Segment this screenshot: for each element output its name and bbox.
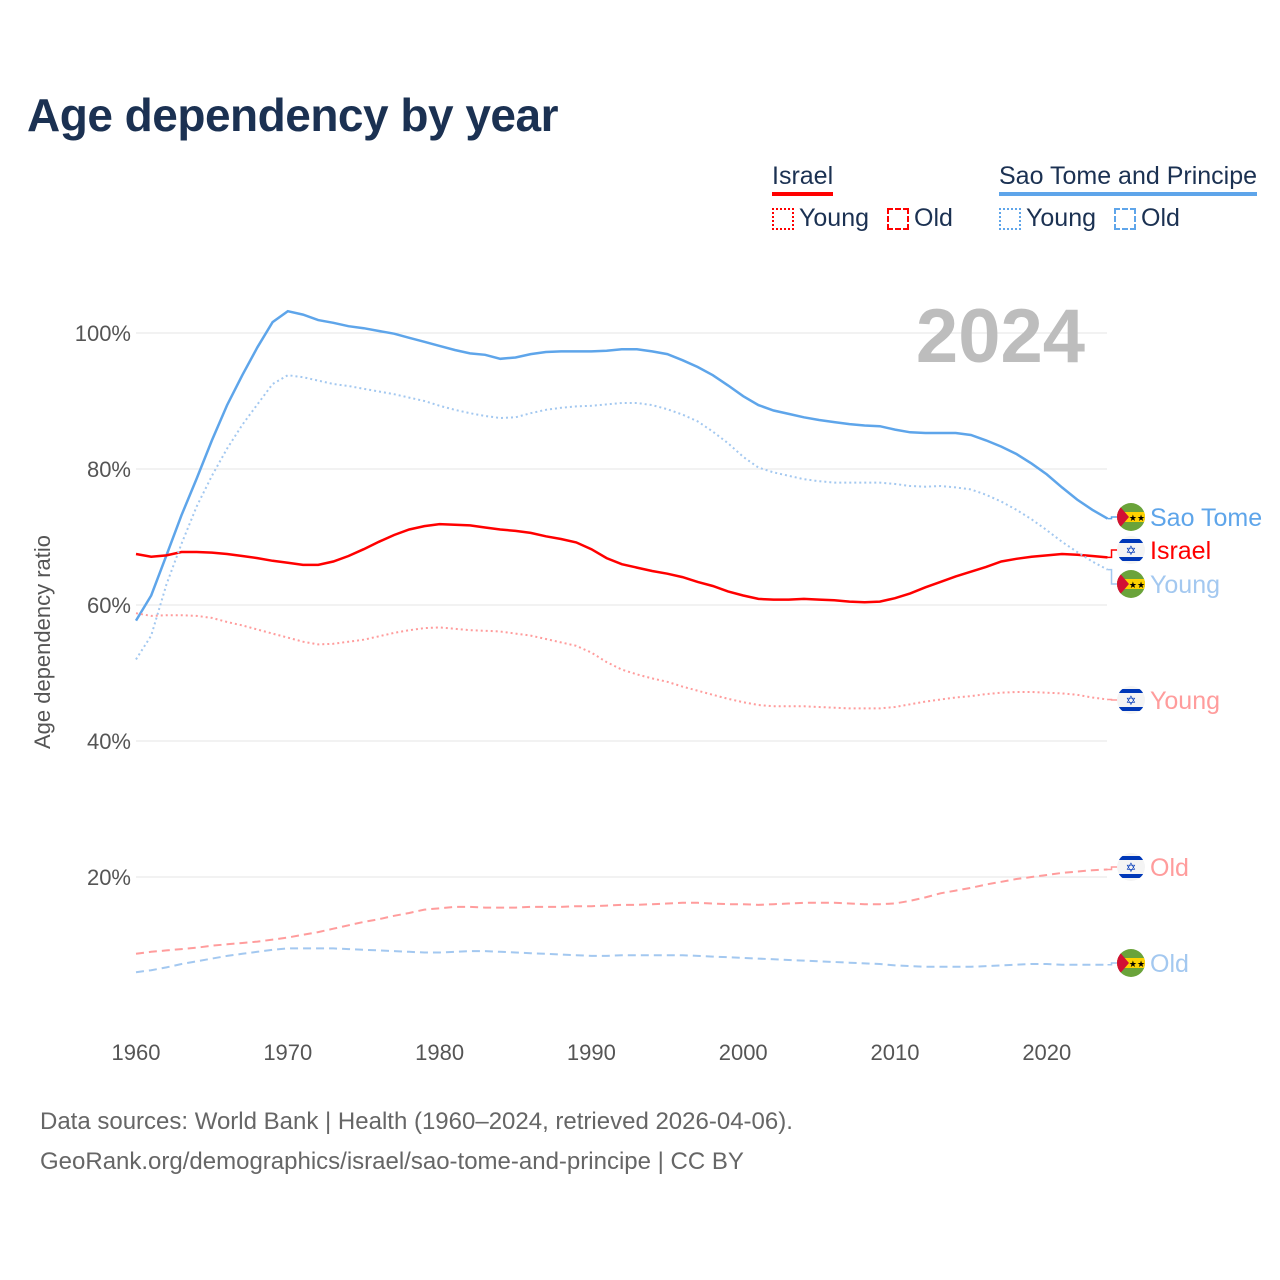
legend-sao-tome-young: Young <box>999 204 1096 233</box>
legend-label: Young <box>1026 204 1096 232</box>
svg-text:★★: ★★ <box>1129 580 1145 590</box>
y-tick-label: 80% <box>87 457 131 482</box>
x-tick-label: 1990 <box>567 1040 616 1065</box>
legend-label: Young <box>799 204 869 232</box>
end-connector <box>1107 516 1118 520</box>
sao-tome-flag-icon: ★★ <box>1117 570 1145 598</box>
svg-text:✡: ✡ <box>1126 693 1137 708</box>
end-label: Young <box>1150 687 1220 715</box>
dotted-swatch-icon <box>999 207 1021 230</box>
end-connector <box>1107 962 1118 966</box>
sao-tome-flag-icon: ★★ <box>1117 949 1145 977</box>
year-watermark: 2024 <box>916 294 1085 379</box>
series-line-2 <box>135 374 1108 660</box>
x-tick-label: 2010 <box>871 1040 920 1065</box>
x-tick-label: 2020 <box>1022 1040 1071 1065</box>
series-line-5 <box>135 947 1108 974</box>
legend-sao-tome-old: Old <box>1114 204 1180 233</box>
end-connector <box>1107 568 1118 585</box>
series-line-1 <box>135 522 1108 604</box>
chart-title: Age dependency by year <box>27 89 558 141</box>
dashed-swatch-icon <box>1114 207 1136 230</box>
x-tick-label: 2000 <box>719 1040 768 1065</box>
svg-text:★★: ★★ <box>1129 959 1145 969</box>
dashed-swatch-icon <box>887 207 909 230</box>
x-tick-label: 1960 <box>112 1040 161 1065</box>
end-label: Sao Tome <box>1150 504 1262 532</box>
israel-flag-icon: ✡ <box>1117 536 1145 564</box>
svg-text:✡: ✡ <box>1126 860 1137 875</box>
series-line-4 <box>135 868 1108 955</box>
x-tick-label: 1980 <box>415 1040 464 1065</box>
series-line-0 <box>134 309 1109 622</box>
end-label: Old <box>1150 854 1189 882</box>
legend-israel-old: Old <box>887 204 953 233</box>
y-tick-label: 20% <box>87 865 131 890</box>
footer-link: GeoRank.org/demographics/israel/sao-tome… <box>40 1148 744 1175</box>
legend-israel-young: Young <box>772 204 869 233</box>
series-line-3 <box>135 612 1108 710</box>
end-label: Young <box>1150 571 1220 599</box>
legend-israel: Israel Young Old <box>772 162 953 233</box>
y-tick-label: 60% <box>87 593 131 618</box>
end-connector <box>1107 549 1118 559</box>
footer-sources: Data sources: World Bank | Health (1960–… <box>40 1108 793 1135</box>
israel-flag-icon: ✡ <box>1117 853 1145 881</box>
legend-label: Old <box>1141 204 1180 232</box>
end-label: Israel <box>1150 537 1211 565</box>
israel-flag-icon: ✡ <box>1117 686 1145 714</box>
dotted-swatch-icon <box>772 207 794 230</box>
y-tick-label: 40% <box>87 729 131 754</box>
end-connector <box>1107 866 1118 871</box>
y-tick-label: 100% <box>75 321 131 346</box>
svg-text:✡: ✡ <box>1126 543 1137 558</box>
legend-sao-tome-title: Sao Tome and Principe <box>999 162 1258 196</box>
legend-label: Old <box>914 204 953 232</box>
x-tick-label: 1970 <box>263 1040 312 1065</box>
svg-text:★★: ★★ <box>1129 513 1145 523</box>
legend-sao-tome: Sao Tome and Principe Young Old <box>999 162 1258 233</box>
y-axis-label: Age dependency ratio <box>30 535 55 749</box>
sao-tome-flag-icon: ★★ <box>1117 503 1145 531</box>
legend-israel-title: Israel <box>772 162 834 196</box>
end-label: Old <box>1150 950 1189 978</box>
